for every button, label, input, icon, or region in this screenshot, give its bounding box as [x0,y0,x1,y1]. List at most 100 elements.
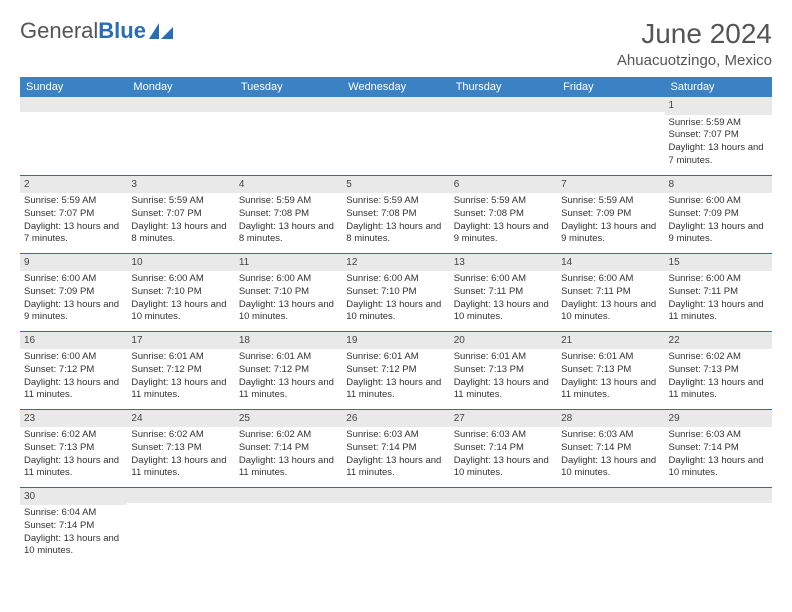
sunset-text: Sunset: 7:10 PM [131,286,230,299]
calendar-cell [450,97,557,175]
daylight-text: Daylight: 13 hours and 8 minutes. [239,221,338,247]
calendar-cell: 19Sunrise: 6:01 AMSunset: 7:12 PMDayligh… [342,331,449,409]
day-header: Friday [557,77,664,97]
sunrise-text: Sunrise: 6:00 AM [669,195,768,208]
sunrise-text: Sunrise: 6:00 AM [561,273,660,286]
title-block: June 2024 Ahuacuotzingo, Mexico [617,18,772,69]
calendar-cell: 7Sunrise: 5:59 AMSunset: 7:09 PMDaylight… [557,175,664,253]
day-number: 2 [20,176,127,194]
sunset-text: Sunset: 7:11 PM [561,286,660,299]
daylight-text: Daylight: 13 hours and 7 minutes. [24,221,123,247]
calendar-cell: 11Sunrise: 6:00 AMSunset: 7:10 PMDayligh… [235,253,342,331]
calendar-cell: 15Sunrise: 6:00 AMSunset: 7:11 PMDayligh… [665,253,772,331]
day-number: 28 [557,410,664,428]
calendar-cell: 27Sunrise: 6:03 AMSunset: 7:14 PMDayligh… [450,409,557,487]
sunset-text: Sunset: 7:07 PM [131,208,230,221]
day-number: 17 [127,332,234,350]
sunset-text: Sunset: 7:13 PM [454,364,553,377]
sunrise-text: Sunrise: 5:59 AM [454,195,553,208]
sunrise-text: Sunrise: 6:02 AM [239,429,338,442]
day-number: 29 [665,410,772,428]
sunset-text: Sunset: 7:14 PM [669,442,768,455]
day-number: 8 [665,176,772,194]
sunset-text: Sunset: 7:13 PM [669,364,768,377]
sunset-text: Sunset: 7:13 PM [24,442,123,455]
sunrise-text: Sunrise: 6:00 AM [239,273,338,286]
calendar-row: 23Sunrise: 6:02 AMSunset: 7:13 PMDayligh… [20,409,772,487]
daylight-text: Daylight: 13 hours and 11 minutes. [669,299,768,325]
sunrise-text: Sunrise: 6:00 AM [131,273,230,286]
day-number: 19 [342,332,449,350]
day-number: 13 [450,254,557,272]
daylight-text: Daylight: 13 hours and 11 minutes. [346,455,445,481]
day-number: 4 [235,176,342,194]
calendar-cell [450,487,557,565]
daylight-text: Daylight: 13 hours and 7 minutes. [669,142,768,168]
calendar-row: 16Sunrise: 6:00 AMSunset: 7:12 PMDayligh… [20,331,772,409]
day-number: 18 [235,332,342,350]
logo-text-blue: Blue [98,18,146,44]
day-header: Saturday [665,77,772,97]
sunrise-text: Sunrise: 6:01 AM [239,351,338,364]
calendar-cell [127,97,234,175]
day-number [557,97,664,112]
sunrise-text: Sunrise: 6:01 AM [454,351,553,364]
calendar-cell: 2Sunrise: 5:59 AMSunset: 7:07 PMDaylight… [20,175,127,253]
calendar-cell [20,97,127,175]
calendar-cell: 23Sunrise: 6:02 AMSunset: 7:13 PMDayligh… [20,409,127,487]
logo: GeneralBlue [20,18,175,44]
calendar-cell [127,487,234,565]
day-number: 25 [235,410,342,428]
daylight-text: Daylight: 13 hours and 11 minutes. [454,377,553,403]
sunset-text: Sunset: 7:12 PM [24,364,123,377]
daylight-text: Daylight: 13 hours and 11 minutes. [346,377,445,403]
calendar-cell: 8Sunrise: 6:00 AMSunset: 7:09 PMDaylight… [665,175,772,253]
day-header-row: Sunday Monday Tuesday Wednesday Thursday… [20,77,772,97]
calendar-cell: 5Sunrise: 5:59 AMSunset: 7:08 PMDaylight… [342,175,449,253]
calendar-cell: 22Sunrise: 6:02 AMSunset: 7:13 PMDayligh… [665,331,772,409]
daylight-text: Daylight: 13 hours and 11 minutes. [24,455,123,481]
sunrise-text: Sunrise: 5:59 AM [239,195,338,208]
calendar-cell: 29Sunrise: 6:03 AMSunset: 7:14 PMDayligh… [665,409,772,487]
sunrise-text: Sunrise: 6:04 AM [24,507,123,520]
sunset-text: Sunset: 7:08 PM [346,208,445,221]
day-number: 12 [342,254,449,272]
daylight-text: Daylight: 13 hours and 10 minutes. [24,533,123,559]
day-number: 20 [450,332,557,350]
sunset-text: Sunset: 7:11 PM [454,286,553,299]
day-number: 23 [20,410,127,428]
day-number [665,488,772,503]
calendar-cell: 1Sunrise: 5:59 AMSunset: 7:07 PMDaylight… [665,97,772,175]
daylight-text: Daylight: 13 hours and 11 minutes. [131,377,230,403]
calendar-cell: 25Sunrise: 6:02 AMSunset: 7:14 PMDayligh… [235,409,342,487]
calendar-cell [342,487,449,565]
sunrise-text: Sunrise: 6:03 AM [561,429,660,442]
calendar-cell [665,487,772,565]
sunset-text: Sunset: 7:12 PM [239,364,338,377]
sunset-text: Sunset: 7:14 PM [346,442,445,455]
sunset-text: Sunset: 7:08 PM [454,208,553,221]
sunrise-text: Sunrise: 5:59 AM [561,195,660,208]
sunset-text: Sunset: 7:14 PM [239,442,338,455]
day-number: 22 [665,332,772,350]
calendar-cell: 13Sunrise: 6:00 AMSunset: 7:11 PMDayligh… [450,253,557,331]
calendar-row: 1Sunrise: 5:59 AMSunset: 7:07 PMDaylight… [20,97,772,175]
calendar-cell [342,97,449,175]
sunset-text: Sunset: 7:14 PM [561,442,660,455]
day-header: Sunday [20,77,127,97]
sunrise-text: Sunrise: 6:01 AM [561,351,660,364]
sunset-text: Sunset: 7:14 PM [454,442,553,455]
daylight-text: Daylight: 13 hours and 9 minutes. [454,221,553,247]
sunrise-text: Sunrise: 6:00 AM [24,273,123,286]
calendar-cell [557,487,664,565]
calendar-cell: 20Sunrise: 6:01 AMSunset: 7:13 PMDayligh… [450,331,557,409]
day-number: 15 [665,254,772,272]
day-number [450,97,557,112]
sunset-text: Sunset: 7:12 PM [131,364,230,377]
daylight-text: Daylight: 13 hours and 11 minutes. [131,455,230,481]
daylight-text: Daylight: 13 hours and 8 minutes. [131,221,230,247]
day-number [127,488,234,503]
sunset-text: Sunset: 7:09 PM [669,208,768,221]
calendar-row: 9Sunrise: 6:00 AMSunset: 7:09 PMDaylight… [20,253,772,331]
page-header: GeneralBlue June 2024 Ahuacuotzingo, Mex… [20,18,772,69]
